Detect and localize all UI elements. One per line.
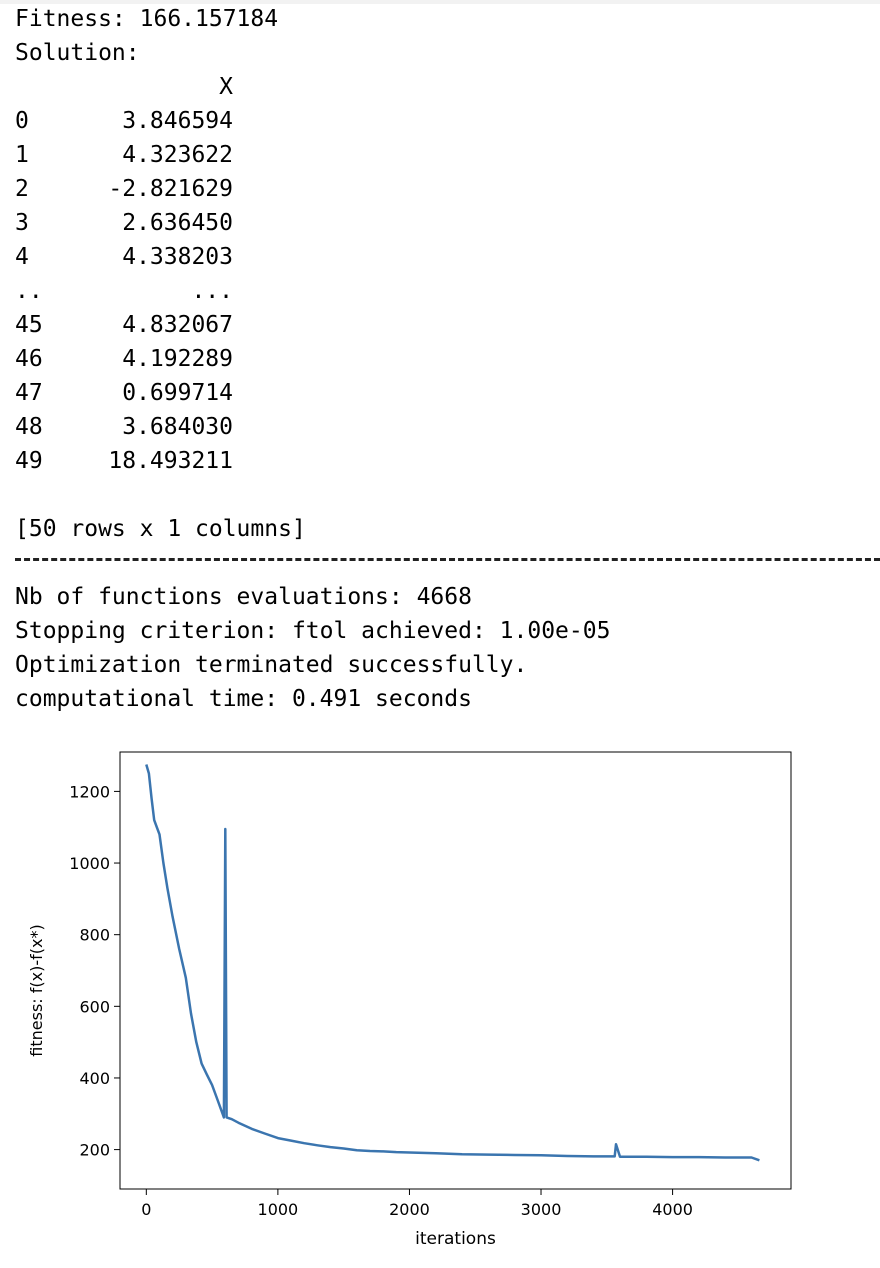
y-tick-label: 200 [79, 1141, 110, 1160]
table-row: ..... [15, 274, 610, 308]
row-index: .. [15, 278, 43, 304]
row-value: -2.821629 [108, 176, 233, 202]
table-row: 47 0.699714 [15, 376, 610, 410]
axes-frame [119, 751, 792, 1190]
y-tick-label: 1200 [69, 782, 110, 801]
table-row: 0 3.846594 [15, 104, 610, 138]
series-line [145, 764, 760, 1162]
x-tick-label: 2000 [389, 1200, 430, 1219]
y-tick-label: 400 [79, 1069, 110, 1088]
row-index: 46 [15, 346, 43, 372]
cell-output: Fitness: 166.157184 Solution: X 0 3.846594 1 4… [15, 2, 610, 716]
separator-line [15, 558, 880, 561]
row-index: 45 [15, 312, 43, 338]
terminated-line: Optimization terminated successfully. [15, 652, 528, 678]
row-value: 4.192289 [122, 346, 233, 372]
table-row: 3 2.636450 [15, 206, 610, 240]
x-tick-label: 3000 [521, 1200, 562, 1219]
x-axis-label: iterations [415, 1229, 496, 1249]
evaluations-line: Nb of functions evaluations: 4668 [15, 584, 472, 610]
y-tick-label: 800 [79, 926, 110, 945]
time-line: computational time: 0.491 seconds [15, 686, 472, 712]
row-value: 2.636450 [122, 210, 233, 236]
row-value: 3.846594 [122, 108, 233, 134]
row-value: 3.684030 [122, 414, 233, 440]
y-axis-label: fitness: f(x)-f(x*) [27, 924, 46, 1056]
row-value: 0.699714 [122, 380, 233, 406]
stopping-line: Stopping criterion: ftol achieved: 1.00e… [15, 618, 611, 644]
fitness-line: Fitness: 166.157184 [15, 6, 279, 32]
table-row: 48 3.684030 [15, 410, 610, 444]
blank-line [15, 478, 610, 512]
solution-label: Solution: [15, 40, 140, 66]
x-tick-label: 0 [141, 1200, 151, 1219]
table-header: X [15, 70, 610, 104]
x-tick-label: 4000 [652, 1200, 693, 1219]
row-index: 4 [15, 244, 29, 270]
row-value: 4.832067 [122, 312, 233, 338]
row-index: 47 [15, 380, 43, 406]
table-row: 46 4.192289 [15, 342, 610, 376]
row-value: 4.338203 [122, 244, 233, 270]
row-index: 3 [15, 210, 29, 236]
row-index: 0 [15, 108, 29, 134]
y-tick-label: 600 [79, 997, 110, 1016]
x-tick-label: 1000 [258, 1200, 299, 1219]
solution-table: 0 3.846594 1 4.323622 2 -2.821629 3 2.636450 4 4.… [15, 104, 610, 478]
row-index: 48 [15, 414, 43, 440]
table-row: 1 4.323622 [15, 138, 610, 172]
shape-line: [50 rows x 1 columns] [15, 516, 306, 542]
table-row: 2 -2.821629 [15, 172, 610, 206]
fitness-chart: 0 1000 2000 3000 4000 200 400 600 800 1000 1200 ite… [27, 751, 792, 1249]
column-header: X [219, 74, 233, 100]
row-index: 1 [15, 142, 29, 168]
y-tick-label: 1000 [69, 854, 110, 873]
separator-space [15, 546, 610, 580]
row-value: 4.323622 [122, 142, 233, 168]
table-row: 45 4.832067 [15, 308, 610, 342]
top-bar [0, 0, 880, 4]
table-row: 49 18.493211 [15, 444, 610, 478]
table-row: 4 4.338203 [15, 240, 610, 274]
row-index: 49 [15, 448, 43, 474]
row-value: 18.493211 [108, 448, 233, 474]
row-index: 2 [15, 176, 29, 202]
row-value: ... [191, 278, 233, 304]
